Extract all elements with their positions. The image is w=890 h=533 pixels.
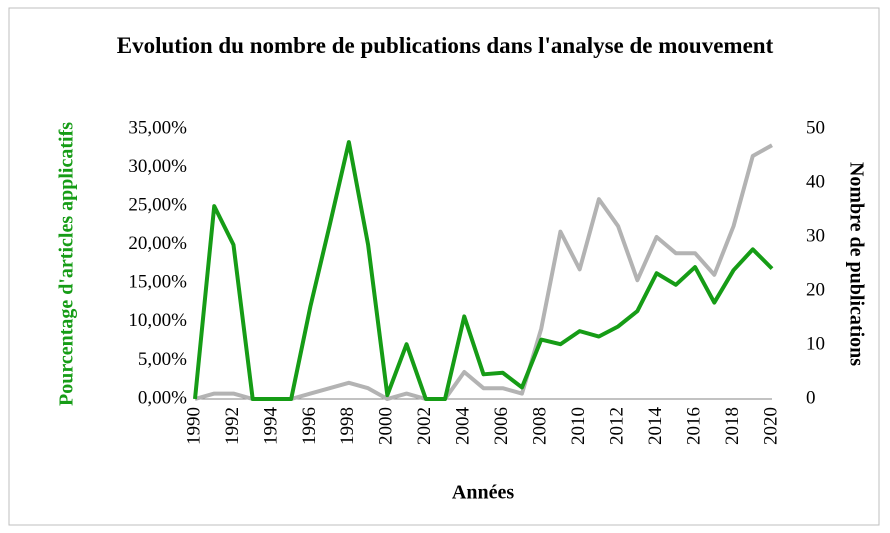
x-tick-label: 2018 (722, 407, 743, 445)
x-tick-label: 1992 (222, 407, 243, 445)
data-line (193, 140, 774, 401)
x-tick-label: 1996 (299, 407, 320, 445)
y2-axis-label: Nombre de publications (845, 162, 867, 366)
y-tick-label: 30,00% (128, 156, 187, 177)
data-line (194, 143, 773, 401)
x-tick-label: 1998 (337, 407, 358, 445)
y-axis-label: Pourcentage d'articles applicatifs (56, 122, 78, 406)
y-tick-label: 10,00% (128, 310, 187, 331)
y2-tick-label: 0 (806, 387, 816, 408)
x-tick-label: 2002 (414, 407, 435, 445)
x-axis-label: Années (452, 482, 514, 504)
y2-tick-label: 50 (806, 117, 825, 138)
x-tick-label: 2010 (568, 407, 589, 445)
x-tick-label: 2012 (606, 407, 627, 445)
y2-tick-label: 40 (806, 171, 825, 192)
y2-tick-label: 20 (806, 279, 825, 300)
x-tick-label: 1994 (260, 407, 281, 446)
x-tick-label: 2014 (645, 407, 666, 446)
y-tick-label: 15,00% (128, 272, 187, 293)
x-tick-label: 2006 (491, 407, 512, 445)
chart-title: Evolution du nombre de publications dans… (116, 33, 774, 58)
y-tick-label: 25,00% (128, 195, 187, 216)
x-tick-label: 2000 (376, 407, 397, 445)
y2-tick-label: 30 (806, 225, 825, 246)
x-tick-label: 2020 (760, 407, 781, 445)
y-tick-label: 35,00% (128, 117, 187, 138)
x-tick-label: 2004 (453, 407, 474, 446)
y-tick-label: 20,00% (128, 233, 187, 254)
y-tick-label: 0,00% (138, 387, 187, 408)
x-tick-label: 1990 (183, 407, 204, 445)
y2-tick-label: 10 (806, 333, 825, 354)
y-tick-label: 5,00% (138, 349, 187, 370)
x-tick-label: 2008 (530, 407, 551, 445)
x-tick-label: 2016 (683, 407, 704, 445)
chart-border (8, 7, 880, 526)
